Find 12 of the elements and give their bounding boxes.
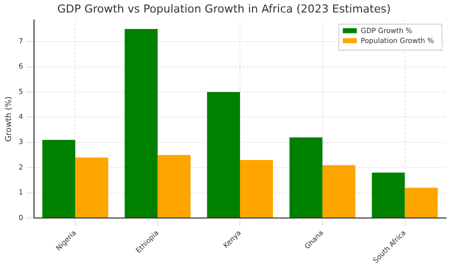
- bar: [75, 158, 108, 218]
- bar: [289, 137, 322, 218]
- bar: [42, 140, 76, 218]
- y-axis-title: Growth (%): [4, 96, 13, 142]
- chart-title: GDP Growth vs Population Growth in Africa (2023 Estimates): [57, 2, 391, 16]
- bar: [322, 165, 356, 218]
- bar: [207, 92, 240, 218]
- bar: [158, 154, 191, 218]
- bar: [372, 172, 405, 218]
- bar: [240, 160, 273, 218]
- bar: [404, 188, 438, 218]
- bar: [124, 29, 158, 218]
